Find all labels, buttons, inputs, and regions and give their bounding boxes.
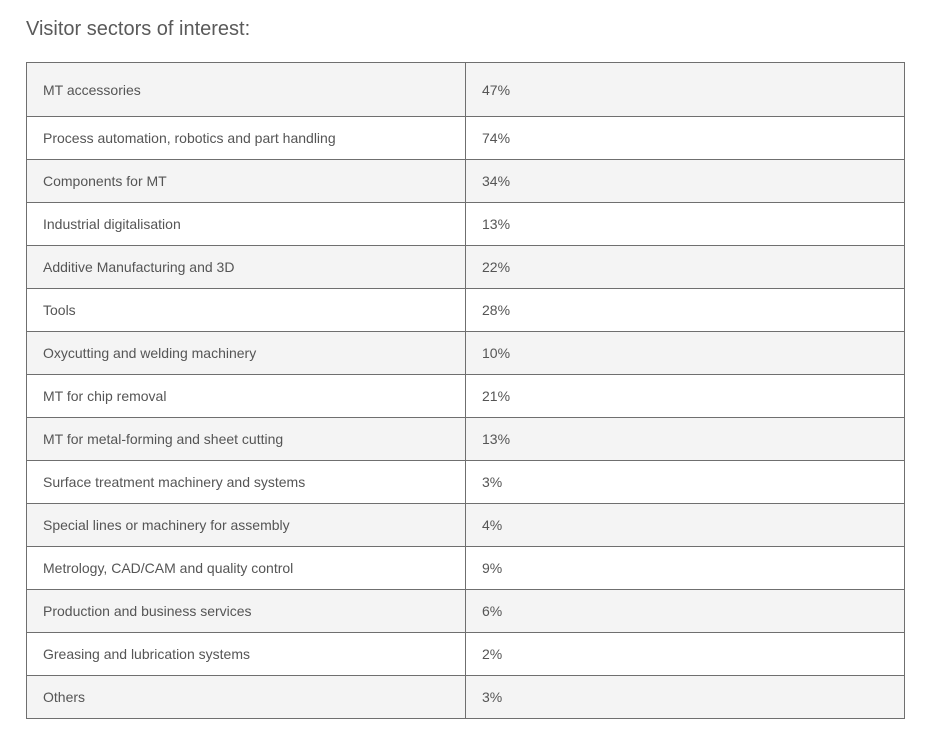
sector-name-cell: Greasing and lubrication systems: [26, 632, 466, 676]
sector-percent-cell: 3%: [465, 460, 905, 504]
sector-percent-cell: 10%: [465, 331, 905, 375]
table-row: Surface treatment machinery and systems …: [26, 460, 905, 504]
sector-name-cell: Components for MT: [26, 159, 466, 203]
sectors-table-body: MT accessories 47% Process automation, r…: [26, 62, 905, 719]
sector-name-cell: Production and business services: [26, 589, 466, 633]
table-row: Additive Manufacturing and 3D 22%: [26, 245, 905, 289]
table-row: Others 3%: [26, 675, 905, 719]
sector-name-cell: Process automation, robotics and part ha…: [26, 116, 466, 160]
sector-name-cell: Tools: [26, 288, 466, 332]
sector-name-cell: MT for metal-forming and sheet cutting: [26, 417, 466, 461]
sector-percent-cell: 74%: [465, 116, 905, 160]
table-row: MT for chip removal 21%: [26, 374, 905, 418]
sector-percent-cell: 3%: [465, 675, 905, 719]
table-row: Special lines or machinery for assembly …: [26, 503, 905, 547]
page-title: Visitor sectors of interest:: [26, 18, 251, 40]
sector-percent-cell: 34%: [465, 159, 905, 203]
sector-percent-cell: 2%: [465, 632, 905, 676]
table-row: MT accessories 47%: [26, 62, 905, 117]
sector-percent-cell: 6%: [465, 589, 905, 633]
table-row: Tools 28%: [26, 288, 905, 332]
sector-name-cell: MT accessories: [26, 62, 466, 117]
table-row: Process automation, robotics and part ha…: [26, 116, 905, 160]
sector-name-cell: Special lines or machinery for assembly: [26, 503, 466, 547]
table-row: Greasing and lubrication systems 2%: [26, 632, 905, 676]
sector-name-cell: Others: [26, 675, 466, 719]
sectors-table: MT accessories 47% Process automation, r…: [26, 62, 905, 719]
sector-name-cell: Surface treatment machinery and systems: [26, 460, 466, 504]
sector-name-cell: Oxycutting and welding machinery: [26, 331, 466, 375]
table-row: Industrial digitalisation 13%: [26, 202, 905, 246]
sector-percent-cell: 13%: [465, 417, 905, 461]
sector-percent-cell: 47%: [465, 62, 905, 117]
sector-percent-cell: 22%: [465, 245, 905, 289]
table-row: Metrology, CAD/CAM and quality control 9…: [26, 546, 905, 590]
sector-percent-cell: 4%: [465, 503, 905, 547]
sector-name-cell: Additive Manufacturing and 3D: [26, 245, 466, 289]
table-row: Components for MT 34%: [26, 159, 905, 203]
sector-percent-cell: 9%: [465, 546, 905, 590]
table-row: Production and business services 6%: [26, 589, 905, 633]
sector-name-cell: MT for chip removal: [26, 374, 466, 418]
table-row: Oxycutting and welding machinery 10%: [26, 331, 905, 375]
sector-percent-cell: 28%: [465, 288, 905, 332]
sector-percent-cell: 13%: [465, 202, 905, 246]
sector-name-cell: Industrial digitalisation: [26, 202, 466, 246]
sector-name-cell: Metrology, CAD/CAM and quality control: [26, 546, 466, 590]
sector-percent-cell: 21%: [465, 374, 905, 418]
table-row: MT for metal-forming and sheet cutting 1…: [26, 417, 905, 461]
